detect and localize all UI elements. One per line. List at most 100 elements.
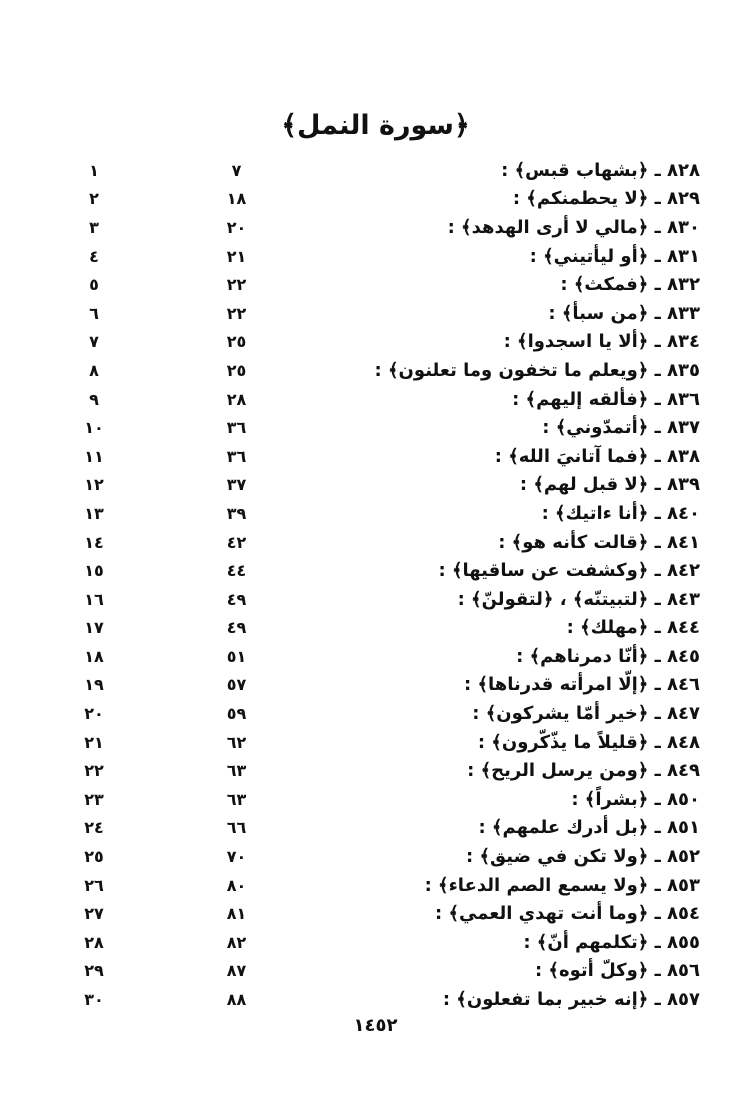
sequence-number: ٢٦ [84, 875, 104, 895]
index-row: ٨٣٠ ـ ﴿مالي لا أرى الهدهد﴾ : ٢٠ ٣ [44, 213, 700, 242]
index-row: ٨٥٠ ـ ﴿بشراً﴾ : ٦٣ ٢٣ [44, 785, 700, 814]
sequence-number: ٢٨ [84, 932, 104, 952]
sequence-number: ٢٩ [84, 961, 104, 981]
entry-label: ٨٤٨ ـ ﴿قليلاً ما يذّكّرون﴾ : [477, 731, 700, 753]
sequence-number: ٤ [89, 246, 99, 266]
index-row: ٨٤٥ ـ ﴿أنّا دمرناهم﴾ : ٥١ ١٨ [44, 642, 700, 671]
entry-label: ٨٤٧ ـ ﴿خير أمّا يشركون﴾ : [472, 703, 700, 725]
surah-index-list: ٨٢٨ ـ ﴿بشهاب قبس﴾ : ٧ ١ ٨٢٩ ـ ﴿لا يحطمنكم﴾ … [44, 156, 700, 1014]
entry-label: ٨٥٥ ـ ﴿تكلمهم أنّ﴾ : [523, 931, 700, 953]
entry-label: ٨٣٧ ـ ﴿أتمدّوني﴾ : [542, 417, 700, 439]
index-row: ٨٥٦ ـ ﴿وكلّ أتوه﴾ : ٨٧ ٢٩ [44, 957, 700, 986]
page-number: ٧٠ [226, 847, 247, 867]
sequence-number: ٢١ [84, 732, 104, 752]
entry-label: ٨٣٢ ـ ﴿فمكث﴾ : [560, 274, 700, 296]
sequence-number: ٢٤ [84, 818, 104, 838]
index-row: ٨٤٠ ـ ﴿أنا ءاتيك﴾ : ٣٩ ١٣ [44, 499, 700, 528]
index-row: ٨٤٦ ـ ﴿إلّا امرأته قدرناها﴾ : ٥٧ ١٩ [44, 671, 700, 700]
entry-label: ٨٣٠ ـ ﴿مالي لا أرى الهدهد﴾ : [447, 216, 700, 238]
entry-label: ٨٣٦ ـ ﴿فألقه إليهم﴾ : [512, 388, 700, 410]
sequence-number: ١٢ [84, 475, 104, 495]
index-row: ٨٣١ ـ ﴿أو ليأتيني﴾ : ٢١ ٤ [44, 242, 700, 271]
sequence-number: ١١ [84, 446, 104, 466]
sequence-number: ٢٥ [84, 847, 104, 867]
sequence-number: ٦ [89, 303, 99, 323]
page-number: ٨٢ [226, 932, 247, 952]
page-number: ٤٤ [226, 561, 247, 581]
index-row: ٨٥١ ـ ﴿بل أدرك علمهم﴾ : ٦٦ ٢٤ [44, 814, 700, 843]
sequence-number: ٩ [89, 389, 99, 409]
index-row: ٨٣٩ ـ ﴿لا قبل لهم﴾ : ٣٧ ١٢ [44, 471, 700, 500]
page-number: ٥٩ [226, 704, 247, 724]
sequence-number: ٢٢ [84, 761, 104, 781]
index-row: ٨٥٤ ـ ﴿وما أنت تهدي العمي﴾ : ٨١ ٢٧ [44, 899, 700, 928]
page-number: ٨١ [226, 904, 247, 924]
page-number: ٢٨ [226, 389, 247, 409]
index-row: ٨٣٦ ـ ﴿فألقه إليهم﴾ : ٢٨ ٩ [44, 385, 700, 414]
index-row: ٨٤٧ ـ ﴿خير أمّا يشركون﴾ : ٥٩ ٢٠ [44, 699, 700, 728]
page-number: ٣٦ [226, 418, 247, 438]
sequence-number: ١٠ [84, 418, 104, 438]
index-row: ٨٣٧ ـ ﴿أتمدّوني﴾ : ٣٦ ١٠ [44, 413, 700, 442]
sequence-number: ٣ [89, 217, 99, 237]
index-row: ٨٥٥ ـ ﴿تكلمهم أنّ﴾ : ٨٢ ٢٨ [44, 928, 700, 957]
index-row: ٨٤١ ـ ﴿قالت كأنه هو﴾ : ٤٢ ١٤ [44, 528, 700, 557]
entry-label: ٨٤٠ ـ ﴿أنا ءاتيك﴾ : [541, 502, 700, 524]
footer-page-number: ١٤٥٢ [353, 1015, 398, 1036]
entry-label: ٨٤٣ ـ ﴿لتبيتنّه﴾ ، ﴿لتقولنّ﴾ : [457, 588, 700, 610]
page-number: ١٨ [226, 189, 247, 209]
page-number: ٤٩ [226, 589, 247, 609]
page-title: ﴿سورة النمل﴾ [281, 110, 470, 141]
page-number: ٦٦ [226, 818, 247, 838]
sequence-number: ٢٠ [84, 704, 104, 724]
entry-label: ٨٥٦ ـ ﴿وكلّ أتوه﴾ : [534, 960, 700, 982]
entry-label: ٨٤٥ ـ ﴿أنّا دمرناهم﴾ : [516, 645, 700, 667]
entry-label: ٨٣٨ ـ ﴿فما آتانيَ الله﴾ : [494, 445, 700, 467]
entry-label: ٨٤١ ـ ﴿قالت كأنه هو﴾ : [498, 531, 700, 553]
entry-label: ٨٣٩ ـ ﴿لا قبل لهم﴾ : [519, 474, 700, 496]
entry-label: ٨٣٤ ـ ﴿ألا يا اسجدوا﴾ : [503, 331, 700, 353]
sequence-number: ١٤ [84, 532, 104, 552]
entry-label: ٨٥١ ـ ﴿بل أدرك علمهم﴾ : [478, 817, 700, 839]
entry-label: ٨٣٣ ـ ﴿من سبأ﴾ : [548, 302, 700, 324]
index-row: ٨٥٢ ـ ﴿ولا تكن في ضيق﴾ : ٧٠ ٢٥ [44, 842, 700, 871]
index-row: ٨٣٣ ـ ﴿من سبأ﴾ : ٢٢ ٦ [44, 299, 700, 328]
index-row: ٨٣٢ ـ ﴿فمكث﴾ : ٢٢ ٥ [44, 270, 700, 299]
sequence-number: ٢٣ [84, 789, 104, 809]
page-number: ٨٧ [226, 961, 247, 981]
entry-label: ٨٢٨ ـ ﴿بشهاب قبس﴾ : [501, 159, 700, 181]
page-number: ٦٣ [226, 761, 247, 781]
sequence-number: ٥ [89, 275, 99, 295]
index-row: ٨٤٨ ـ ﴿قليلاً ما يذّكّرون﴾ : ٦٢ ٢١ [44, 728, 700, 757]
page-number: ٢٥ [226, 360, 247, 380]
page-number: ٦٢ [226, 732, 247, 752]
page-number: ٣٧ [226, 475, 247, 495]
page-number: ٤٢ [226, 532, 247, 552]
index-row: ٨٤٣ ـ ﴿لتبيتنّه﴾ ، ﴿لتقولنّ﴾ : ٤٩ ١٦ [44, 585, 700, 614]
index-row: ٨٤٤ ـ ﴿مهلك﴾ : ٤٩ ١٧ [44, 614, 700, 643]
entry-label: ٨٤٤ ـ ﴿مهلك﴾ : [566, 617, 700, 639]
page-number: ٨٠ [226, 875, 247, 895]
index-row: ٨٥٧ ـ ﴿إنه خبير بما تفعلون﴾ : ٨٨ ٣٠ [44, 985, 700, 1014]
page-number: ٥٧ [226, 675, 247, 695]
sequence-number: ٧ [89, 332, 99, 352]
index-row: ٨٣٨ ـ ﴿فما آتانيَ الله﴾ : ٣٦ ١١ [44, 442, 700, 471]
sequence-number: ٨ [89, 360, 99, 380]
entry-label: ٨٥٣ ـ ﴿ولا يسمع الصم الدعاء﴾ : [424, 874, 700, 896]
sequence-number: ١٦ [84, 589, 104, 609]
entry-label: ٨٥٧ ـ ﴿إنه خبير بما تفعلون﴾ : [442, 989, 700, 1011]
index-row: ٨٣٥ ـ ﴿ويعلم ما تخفون وما تعلنون﴾ : ٢٥ ٨ [44, 356, 700, 385]
sequence-number: ٢ [89, 189, 99, 209]
page-number: ٧ [231, 160, 242, 180]
page-number: ٢٢ [226, 275, 247, 295]
page-number: ٤٩ [226, 618, 247, 638]
sequence-number: ٢٧ [84, 904, 104, 924]
entry-label: ٨٤٩ ـ ﴿ومن يرسل الريح﴾ : [467, 760, 700, 782]
entry-label: ٨٥٤ ـ ﴿وما أنت تهدي العمي﴾ : [435, 903, 700, 925]
entry-label: ٨٥٠ ـ ﴿بشراً﴾ : [571, 788, 700, 810]
sequence-number: ١٨ [84, 646, 104, 666]
index-row: ٨٤٢ ـ ﴿وكشفت عن ساقيها﴾ : ٤٤ ١٥ [44, 556, 700, 585]
index-row: ٨٢٩ ـ ﴿لا يحطمنكم﴾ : ١٨ ٢ [44, 185, 700, 214]
entry-label: ٨٤٦ ـ ﴿إلّا امرأته قدرناها﴾ : [464, 674, 700, 696]
